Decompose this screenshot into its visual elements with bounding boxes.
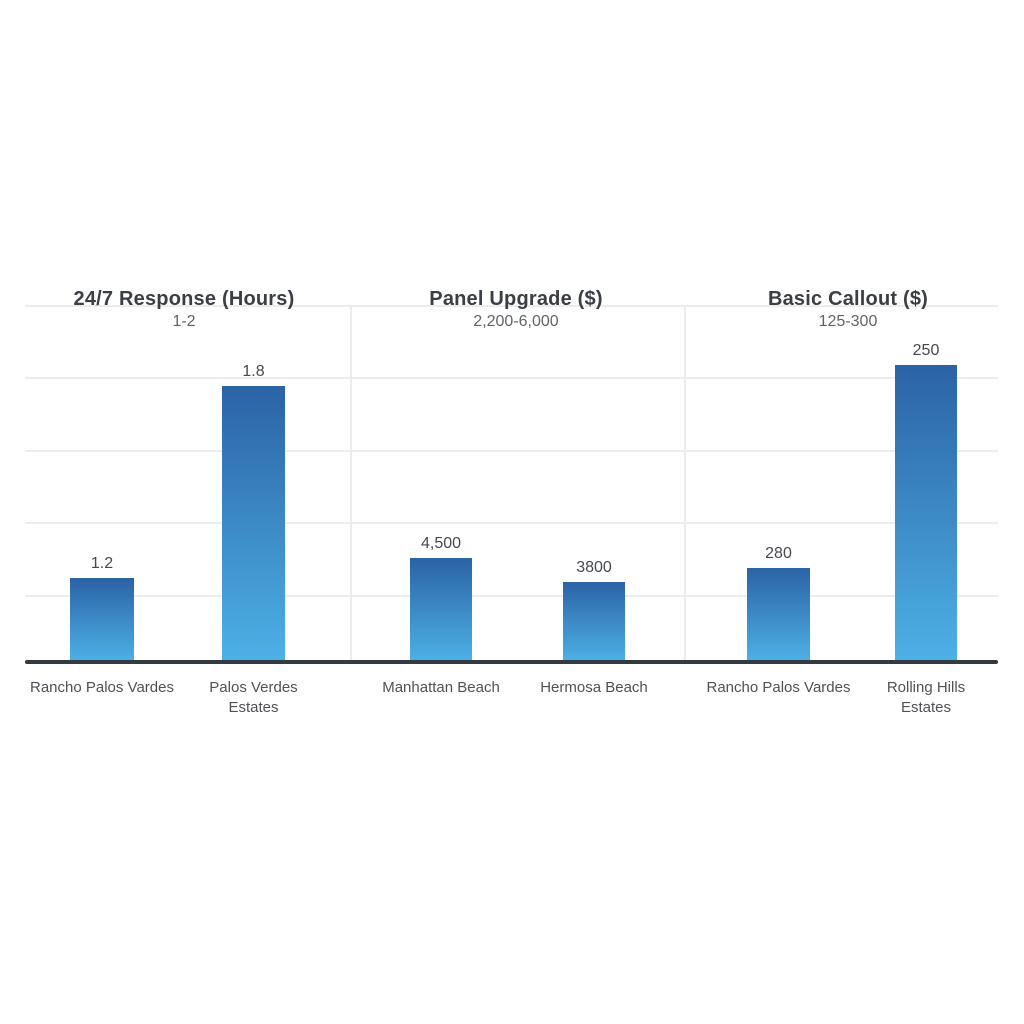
bar-value-label: 280: [765, 545, 792, 562]
gridline: [25, 595, 998, 597]
panel-header-response: 24/7 Response (Hours) 1-2: [74, 288, 295, 331]
bar: [222, 386, 285, 662]
panel-separator: [350, 305, 352, 660]
bar: [70, 578, 134, 662]
panel-subtitle: 125-300: [818, 313, 878, 330]
category-label: Hermosa Beach: [540, 679, 648, 696]
gridline: [25, 377, 998, 379]
bar-value-label: 1.2: [90, 555, 114, 572]
bar-value-label: 250: [912, 342, 940, 359]
panel-separator: [684, 305, 686, 660]
bar-value-label: 4,500: [420, 535, 462, 552]
panel-header-panel-upgrade: Panel Upgrade ($) 2,200-6,000: [429, 288, 602, 331]
bar-value-label: 3800: [576, 559, 612, 576]
category-label: Rancho Palos Vardes: [706, 679, 851, 696]
panel-title: Basic Callout ($): [767, 288, 929, 310]
gridline: [25, 450, 998, 452]
panel-header-basic-callout: Basic Callout ($) 125-300: [768, 288, 928, 331]
x-axis-line: [25, 660, 998, 664]
category-label: Rancho Palos Vardes: [30, 679, 174, 696]
panel-title: 24/7 Response (Hours): [73, 288, 295, 310]
bar: [563, 582, 625, 662]
panel-title: Panel Upgrade ($): [429, 288, 603, 310]
category-label: Rolling Hills Estates: [886, 679, 966, 716]
bar: [747, 568, 810, 662]
category-label: Manhattan Beach: [382, 679, 500, 696]
bar: [895, 365, 957, 662]
panel-subtitle: 1-2: [172, 313, 196, 330]
bar-value-label: 1.8: [242, 363, 265, 380]
gridline: [25, 522, 998, 524]
gridline: [25, 305, 998, 307]
panel-subtitle: 2,200-6,000: [473, 313, 559, 330]
category-label: Palos Verdes Estates: [209, 679, 298, 716]
bar: [410, 558, 472, 662]
